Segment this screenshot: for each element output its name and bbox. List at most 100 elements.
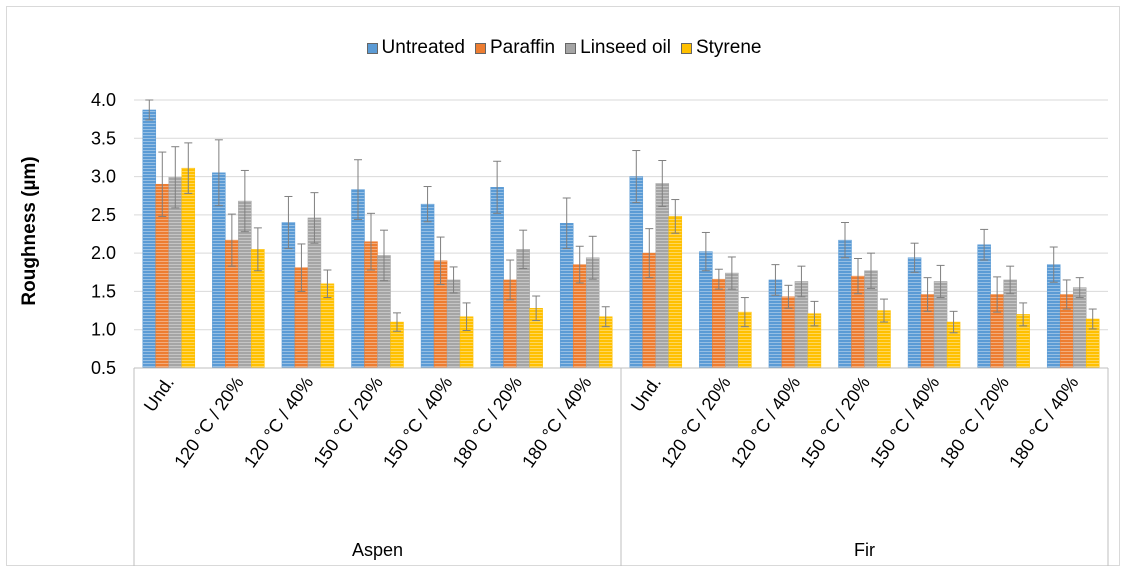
y-tick-label: 2.0 [91,243,116,263]
error-bar [740,297,749,328]
x-tick-label: Und. [627,373,665,416]
x-axis [133,367,1109,566]
y-tick-label: 1.5 [91,281,116,301]
x-tick-label: 120 °C / 20% [170,373,247,472]
x-tick-label: 180 °C / 40% [518,373,595,472]
error-bar [1019,302,1028,327]
error-bar [367,212,375,271]
error-bar [771,264,780,296]
group-label-aspen: Aspen [352,540,403,560]
x-tick-label: 150 °C / 40% [379,373,456,472]
legend-label-styrene: Styrene [695,37,762,58]
bars [142,109,1100,369]
x-tick-label: 120 °C / 40% [240,373,317,472]
error-bar [184,142,193,194]
error-bar [1075,277,1084,299]
bar-untreated [977,244,991,369]
legend-swatch-styrene [680,42,692,54]
error-bar [1062,279,1071,310]
error-bar [214,139,223,207]
legend-swatch-paraffin [474,42,486,54]
error-bar [493,160,502,214]
error-bar [158,151,167,217]
legend-label-paraffin: Paraffin [489,37,556,58]
legend-item-linseed-oil: Linseed oil [565,37,671,59]
x-tick-label: 150 °C / 40% [866,373,943,472]
bar-untreated [838,239,852,369]
error-bar [714,268,723,290]
error-bar [380,229,388,282]
x-tick-label: 150 °C / 20% [309,373,386,472]
error-bar [532,295,541,322]
legend-swatch-untreated [366,42,378,54]
error-bar [171,146,180,209]
legend-item-untreated: Untreated [366,37,465,59]
error-bar [562,197,571,250]
error-bars [145,99,1097,334]
x-tick-label: 180 °C / 20% [936,373,1013,472]
bar-styrene [181,167,196,369]
y-axis-ticks: 0.5 1.0 1.5 2.0 2.5 3.0 3.5 4.0 [91,90,116,378]
error-bar [462,302,471,331]
error-bar [240,169,249,233]
bar-untreated [142,109,157,369]
error-bar [841,222,849,259]
x-tick-label: 180 °C / 40% [1005,373,1082,472]
legend-label-untreated: Untreated [381,37,465,58]
error-bar [949,310,958,334]
bar-untreated [490,187,504,369]
bar-linseed-oil [655,183,670,369]
x-tick-label: 180 °C / 20% [449,373,526,472]
error-bar [727,256,736,290]
bar-linseed-oil [1072,287,1087,369]
y-tick-label: 3.0 [91,167,116,187]
error-bar [923,277,932,312]
error-bar [1049,246,1058,283]
y-tick-label: 2.5 [91,205,116,225]
x-tick-label: 120 °C / 20% [657,373,734,472]
legend-swatch-linseed-oil [565,42,577,54]
x-tick-label: Und. [140,373,178,416]
error-bar [323,269,332,299]
y-tick-label: 4.0 [91,90,116,110]
legend-item-paraffin: Paraffin [474,37,556,59]
error-bar [354,159,362,220]
error-bar [701,231,710,272]
error-bar [1088,308,1097,330]
error-bar [880,298,888,323]
error-bar [658,159,667,207]
error-bar [145,99,154,121]
error-bar [575,245,584,284]
bar-untreated [629,176,644,369]
error-bar [854,258,862,295]
error-bar [1006,265,1015,295]
legend-item-styrene: Styrene [680,37,762,59]
y-tick-label: 3.5 [91,128,116,148]
error-bar [797,265,806,298]
legend-label-linseed-oil: Linseed oil [580,37,671,58]
error-bar [310,192,319,244]
x-tick-label: 120 °C / 40% [727,373,804,472]
error-bar [506,259,515,301]
error-bar [671,199,680,234]
error-bar [936,264,945,299]
error-bar [645,228,654,279]
y-tick-label: 1.0 [91,320,116,340]
x-axis-group-labels: Aspen Fir [352,540,875,560]
error-bar [867,252,875,289]
legend: Untreated Paraffin Linseed oil Styrene [0,36,1128,60]
gridlines [134,99,1108,369]
error-bar [284,195,293,250]
error-bar [393,312,401,332]
error-bar [980,228,989,261]
error-bar [227,213,236,267]
x-tick-label: 150 °C / 20% [796,373,873,472]
error-bar [601,306,610,328]
bar-paraffin [712,278,726,369]
error-bar [519,229,528,269]
error-bar [910,242,919,273]
error-bar [993,276,1002,313]
error-bar [784,284,793,309]
error-bar [588,235,597,280]
